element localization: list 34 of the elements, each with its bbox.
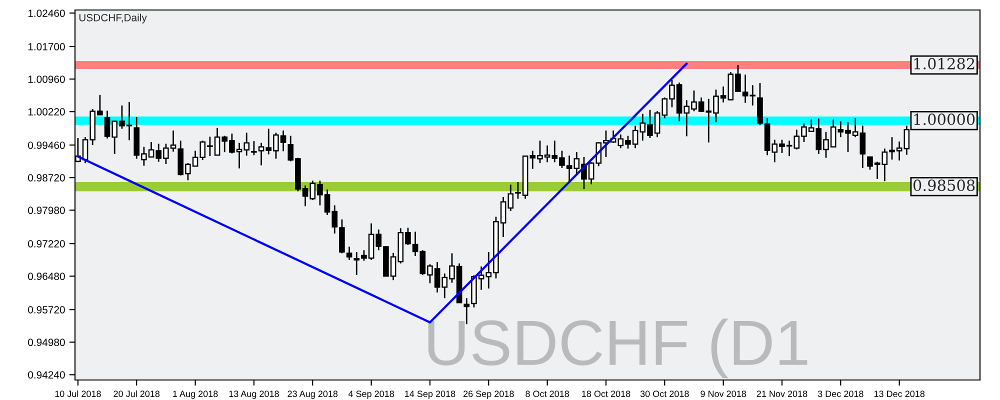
x-tick-label: 26 Sep 2018 <box>463 390 514 399</box>
x-tick-label: 14 Sep 2018 <box>405 390 456 399</box>
band-label: 1.00000 <box>914 114 975 126</box>
y-tick-label: 0.94240 <box>28 371 65 379</box>
y-tick-label: 0.99460 <box>28 142 65 149</box>
x-tick-label: 10 Jul 2018 <box>55 390 101 398</box>
x-tick-label: 23 Aug 2018 <box>288 390 338 399</box>
candlestick <box>750 84 756 106</box>
candlestick <box>346 246 352 261</box>
y-tick-label: 0.96480 <box>28 272 65 280</box>
y-tick-label: 1.00960 <box>28 76 65 83</box>
y-tick-label: 0.94980 <box>28 338 65 346</box>
y-tick-label: 1.00220 <box>28 108 65 116</box>
x-tick-label: 18 Oct 2018 <box>582 390 630 398</box>
x-tick-label: 13 Aug 2018 <box>229 390 279 399</box>
y-tick-label: 1.02460 <box>28 10 65 17</box>
x-tick-label: 8 Oct 2018 <box>526 390 569 398</box>
chart-title: USDCHF,Daily <box>79 14 147 24</box>
x-tick-label: 30 Oct 2018 <box>640 390 689 398</box>
y-tick-label: 0.95720 <box>28 306 65 314</box>
band-label: 0.98508 <box>913 180 975 192</box>
x-tick-label: 1 Aug 2018 <box>173 390 218 399</box>
band-label: 1.01282 <box>914 58 974 70</box>
y-tick-label: 0.97220 <box>28 240 65 248</box>
x-tick-label: 13 Dec 2018 <box>874 390 925 398</box>
x-tick-label: 9 Nov 2018 <box>700 390 746 398</box>
x-tick-label: 20 Jul 2018 <box>114 390 160 398</box>
x-tick-label: 4 Sep 2018 <box>348 390 394 399</box>
x-tick-label: 21 Nov 2018 <box>756 390 808 398</box>
y-tick-label: 0.98720 <box>28 174 65 182</box>
candlestick <box>860 125 866 169</box>
y-tick-label: 0.97980 <box>28 206 65 214</box>
y-tick-label: 1.01700 <box>28 43 65 50</box>
x-tick-label: 3 Dec 2018 <box>818 390 864 398</box>
